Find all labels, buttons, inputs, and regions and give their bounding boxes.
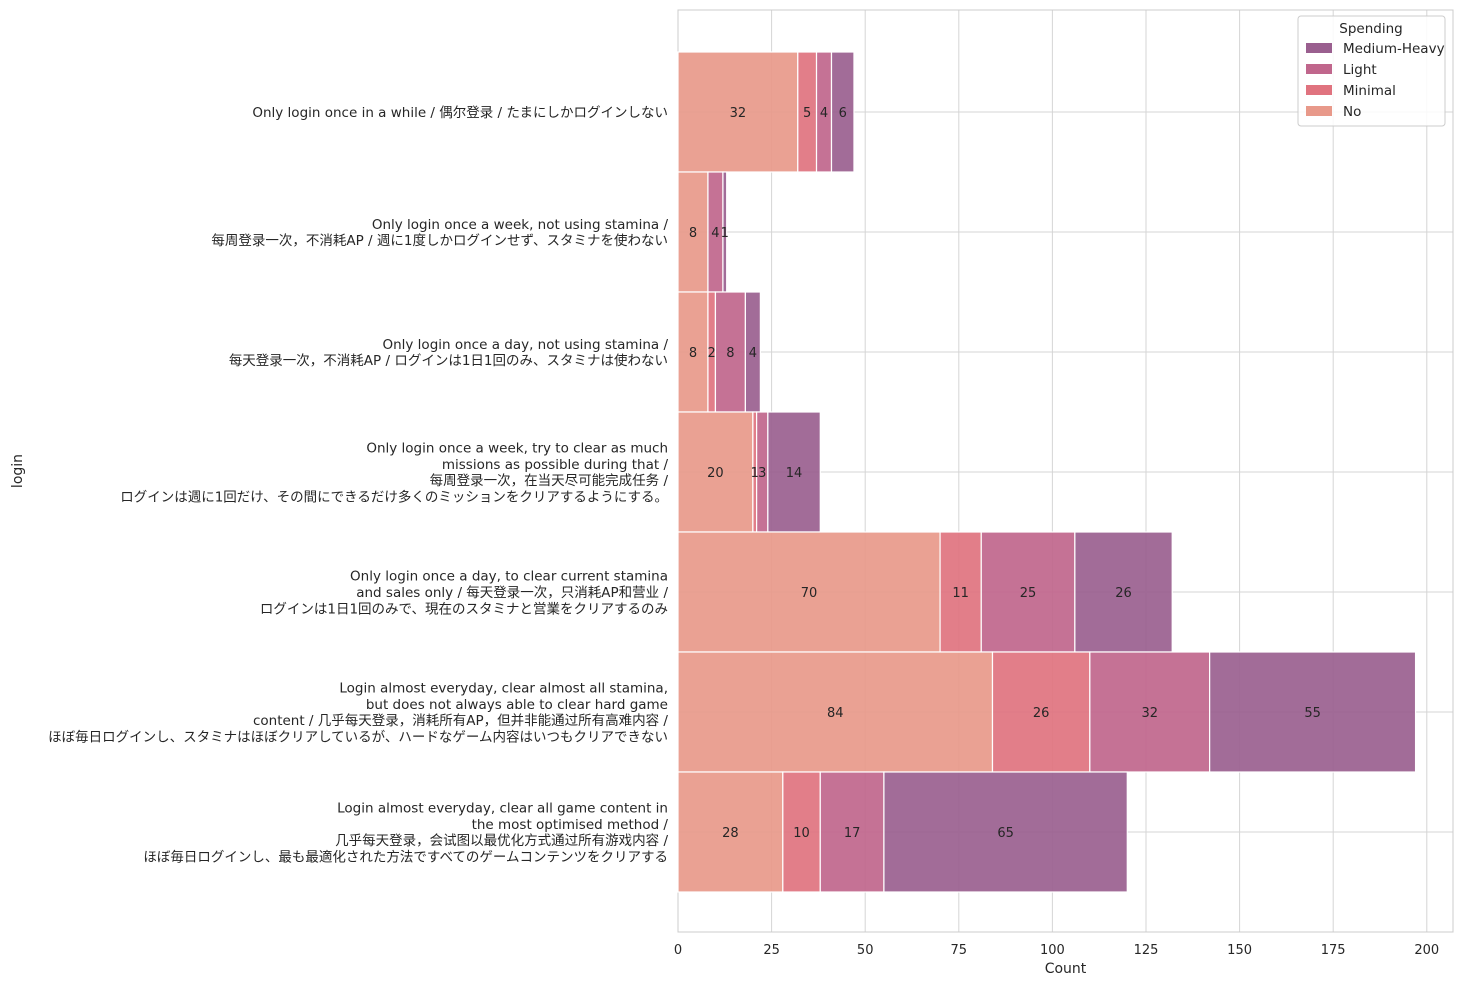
x-tick-label: 175 xyxy=(1321,943,1346,958)
bar-segment xyxy=(677,291,709,413)
bar-segment xyxy=(677,651,994,773)
data-label: 3 xyxy=(758,466,766,481)
data-label: 8 xyxy=(726,346,734,361)
legend-label: Light xyxy=(1343,62,1377,78)
category-label: Only login once a day, not using stamina… xyxy=(382,337,668,353)
bar-segment xyxy=(991,651,1091,773)
data-label: 28 xyxy=(722,826,739,841)
x-axis-label: Count xyxy=(1045,961,1087,977)
data-label: 84 xyxy=(827,706,844,721)
category-label: ほぼ毎日ログインし、スタミナはほぼクリアしているが、ハードなゲーム内容はいつもク… xyxy=(48,728,668,745)
category-label: ログインは1日1回のみで、現在のスタミナと営業をクリアするのみ xyxy=(260,601,668,617)
x-tick-labels: 0 25 50 75 100 125 150 175 200 xyxy=(674,943,1439,958)
category-label: content / 几乎每天登录，消耗所有AP，但并非能通过所有高难内容 / xyxy=(253,712,668,729)
bar-segment xyxy=(677,411,754,533)
legend-label: Minimal xyxy=(1343,83,1396,99)
data-label: 25 xyxy=(1020,586,1037,601)
category-label: 几乎每天登录，会试图以最优化方式通过所有游戏内容 / xyxy=(335,832,668,849)
data-label: 32 xyxy=(730,106,747,121)
category-label: Only login once in a while / 偶尔登录 / たまにし… xyxy=(252,105,668,121)
category-label: 每周登录一次，不消耗AP / 週に1度しかログインせず、スタミナを使わない xyxy=(211,232,668,249)
data-label: 6 xyxy=(839,106,847,121)
bar-segment xyxy=(782,771,821,893)
bar-segment xyxy=(677,531,941,653)
legend-label: Medium-Heavy xyxy=(1343,41,1445,57)
x-tick-label: 25 xyxy=(763,943,780,958)
bar-segment xyxy=(1209,651,1417,773)
category-label: ログインは週に1回だけ、その間にできるだけ多くのミッションをクリアするようにする… xyxy=(120,488,668,505)
bar-segment xyxy=(677,51,799,173)
legend-swatch xyxy=(1306,85,1332,95)
legend-label: No xyxy=(1343,104,1361,120)
category-label: 每天登录一次，不消耗AP / ログインは1日1回のみ、スタミナは使わない xyxy=(229,352,668,369)
legend-swatch xyxy=(1306,43,1332,53)
bar-segment xyxy=(939,531,982,653)
x-tick-label: 150 xyxy=(1227,943,1252,958)
x-tick-label: 125 xyxy=(1134,943,1159,958)
bar-segment xyxy=(1074,531,1173,653)
category-label: missions as possible during that / xyxy=(442,457,669,473)
data-label: 4 xyxy=(711,226,719,241)
data-label: 11 xyxy=(952,586,969,601)
data-label: 14 xyxy=(786,466,803,481)
category-label: and sales only / 每天登录一次，只消耗AP和营业 / xyxy=(356,585,668,601)
data-label: 8 xyxy=(689,226,697,241)
bar-segment xyxy=(830,51,855,173)
data-label: 17 xyxy=(844,826,861,841)
legend-title: Spending xyxy=(1339,21,1402,37)
category-labels: Only login once in a while / 偶尔登录 / たまにし… xyxy=(48,105,668,865)
data-label: 26 xyxy=(1033,706,1050,721)
legend-items: Medium-Heavy Light Minimal No xyxy=(1306,41,1445,120)
category-label: 每周登录一次，在当天尽可能完成任务 / xyxy=(430,473,669,489)
data-label: 4 xyxy=(749,346,757,361)
bar-segment xyxy=(714,291,746,413)
legend-swatch xyxy=(1306,106,1332,116)
bar-segment xyxy=(980,531,1076,653)
legend: Spending Medium-Heavy Light Minimal No xyxy=(1297,15,1446,127)
bar-segment xyxy=(883,771,1128,893)
category-label: Only login once a week, try to clear as … xyxy=(366,441,668,457)
category-label: Login almost everyday, clear all game co… xyxy=(337,801,668,817)
bar-segment xyxy=(1089,651,1211,773)
data-label: 4 xyxy=(820,106,828,121)
data-label: 32 xyxy=(1141,706,1158,721)
category-label: but does not always able to clear hard g… xyxy=(366,697,668,713)
y-axis-label: login xyxy=(10,454,26,488)
data-label: 1 xyxy=(721,226,729,241)
category-label: Login almost everyday, clear almost all … xyxy=(339,681,668,697)
bars xyxy=(677,51,1417,893)
data-label: 20 xyxy=(707,466,724,481)
x-tick-label: 100 xyxy=(1040,943,1065,958)
x-tick-label: 0 xyxy=(674,943,682,958)
data-label: 2 xyxy=(708,346,716,361)
category-label: the most optimised method / xyxy=(472,817,669,833)
x-tick-label: 50 xyxy=(857,943,874,958)
x-tick-label: 200 xyxy=(1414,943,1439,958)
data-label: 1 xyxy=(751,466,759,481)
data-label: 55 xyxy=(1304,706,1321,721)
data-label: 26 xyxy=(1115,586,1132,601)
legend-swatch xyxy=(1306,64,1332,74)
category-label: ほぼ毎日ログインし、最も最適化された方法ですべてのゲームコンテンツをクリアする xyxy=(143,848,668,865)
category-label: Only login once a week, not using stamin… xyxy=(372,217,669,233)
data-label: 10 xyxy=(793,826,810,841)
data-label: 8 xyxy=(689,346,697,361)
x-tick-label: 75 xyxy=(951,943,968,958)
data-label: 70 xyxy=(801,586,818,601)
data-label: 65 xyxy=(997,826,1014,841)
category-label: Only login once a day, to clear current … xyxy=(350,569,668,585)
data-label: 5 xyxy=(803,106,811,121)
legend-box xyxy=(1297,15,1446,127)
